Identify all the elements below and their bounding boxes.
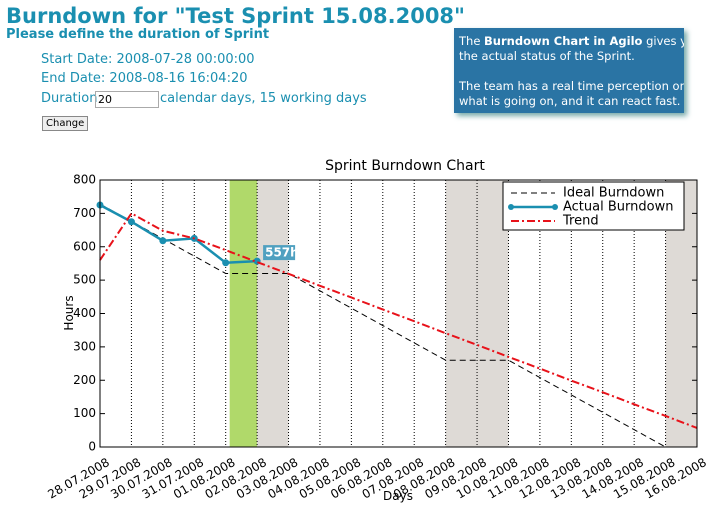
y-tick-label: 800: [73, 173, 96, 187]
duration-input[interactable]: 20: [95, 91, 159, 108]
info-text: gives yo: [646, 34, 684, 48]
change-button[interactable]: Change: [42, 116, 89, 131]
series-line: [99, 203, 666, 448]
y-tick-label: 600: [73, 239, 96, 253]
y-tick-label: 0: [88, 440, 96, 454]
point: [222, 259, 230, 267]
duration-suffix: calendar days, 15 working days: [160, 91, 367, 106]
y-axis-label: Hours: [62, 295, 76, 330]
info-line: The team has a real time perception on: [459, 79, 684, 93]
info-box: The Burndown Chart in Agilo gives yo the…: [454, 28, 684, 113]
series-line: [99, 212, 698, 429]
y-tick-label: 400: [73, 306, 96, 320]
legend-label: Ideal Burndown: [563, 186, 664, 201]
info-line: the actual status of the Sprint.: [459, 49, 635, 63]
start-date: Start Date: 2008-07-28 00:00:00: [41, 52, 255, 67]
subtitle: Please define the duration of Sprint: [6, 27, 270, 42]
y-tick-label: 700: [73, 206, 96, 220]
value-label: 557h: [265, 246, 299, 260]
chart-title: Sprint Burndown Chart: [325, 158, 485, 174]
point: [127, 218, 135, 226]
info-bold: Burndown Chart in Agilo: [484, 34, 643, 48]
info-text: The: [459, 34, 481, 48]
series-line: [99, 203, 258, 265]
legend-marker: [552, 204, 558, 210]
point: [159, 237, 167, 245]
duration-label: Duration: [41, 91, 98, 106]
legend-marker: [508, 204, 514, 210]
info-line: what is going on, and it can react fast.: [459, 94, 681, 108]
y-tick-label: 100: [73, 406, 96, 420]
info-line: The Burndown Chart in Agilo gives yo: [459, 34, 684, 49]
page-title: Burndown for "Test Sprint 15.08.2008": [6, 4, 465, 28]
legend-label: Trend: [562, 214, 599, 229]
legend-label: Actual Burndown: [563, 200, 673, 215]
x-axis-label: Days: [383, 489, 413, 503]
weekend-band: [257, 180, 289, 447]
value-label-box: [263, 245, 296, 261]
plot-frame: [99, 179, 698, 448]
y-tick-label: 300: [73, 339, 96, 353]
weekend-band: [445, 180, 509, 447]
today-band: [229, 180, 258, 447]
y-tick-label: 500: [73, 273, 96, 287]
end-date: End Date: 2008-08-16 16:04:20: [41, 71, 248, 86]
y-tick-label: 200: [73, 373, 96, 387]
